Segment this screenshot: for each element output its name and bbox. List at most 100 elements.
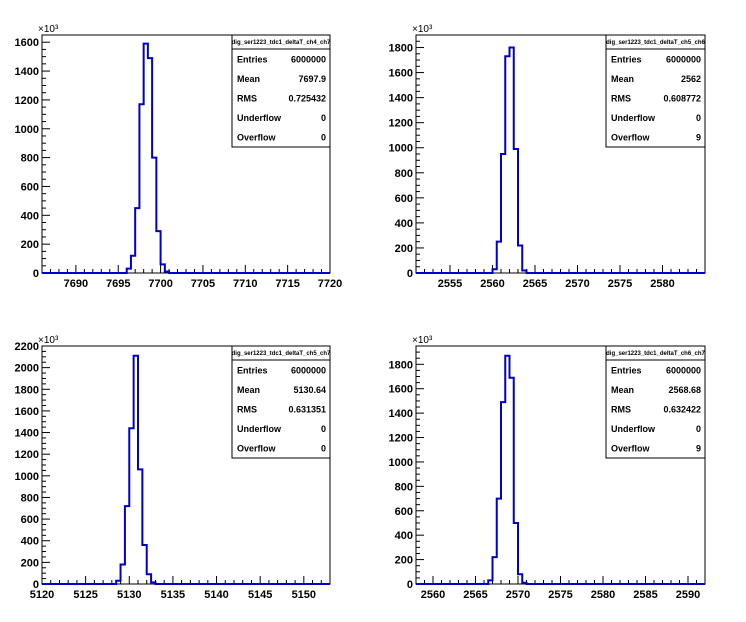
x-tick-label: 2575 <box>608 278 632 290</box>
histogram-bin <box>518 574 522 584</box>
y-tick-label: 600 <box>21 181 39 193</box>
stats-value-rms: 0.632422 <box>663 405 701 415</box>
y-tick-label: 200 <box>395 555 413 567</box>
stats-box-frame <box>605 345 706 459</box>
y-tick-label: 1600 <box>389 68 413 80</box>
histogram-bin <box>488 580 492 584</box>
y-exponent-label: ×10³ <box>38 24 59 35</box>
y-tick-label: 1600 <box>15 406 39 418</box>
stats-label-underflow: Underflow <box>611 113 656 123</box>
y-tick-label: 400 <box>395 218 413 230</box>
histogram-bin <box>147 574 151 584</box>
stats-value-overflow: 9 <box>696 444 701 454</box>
stats-box: dig_ser1223_tdc1_deltaT_ch4_ch7 Entries 60… <box>231 34 331 148</box>
y-tick-label: 1200 <box>389 118 413 130</box>
y-tick-label: 800 <box>21 153 39 165</box>
histogram-bin <box>139 104 143 273</box>
y-exponent-label: ×10³ <box>412 335 433 346</box>
histogram-bin <box>505 356 509 584</box>
stats-label-mean: Mean <box>611 385 634 395</box>
x-tick-label: 5145 <box>248 589 272 601</box>
histogram-bin <box>497 242 501 273</box>
y-tick-label: 0 <box>33 579 39 591</box>
x-tick-label: 2570 <box>565 278 589 290</box>
stats-box: dig_ser1223_tdc1_deltaT_ch5_ch7 Entries 60… <box>231 345 331 459</box>
histogram-series-line <box>416 46 705 274</box>
y-tick-label: 600 <box>395 506 413 518</box>
stats-label-entries: Entries <box>237 54 268 64</box>
histogram-bin <box>518 245 522 273</box>
histogram-bin <box>514 149 518 273</box>
x-tick-label: 7715 <box>275 278 299 290</box>
y-tick-label: 2200 <box>15 341 39 353</box>
stats-value-entries: 6000000 <box>666 54 701 64</box>
y-tick-label: 800 <box>395 481 413 493</box>
histogram-bin <box>131 256 135 273</box>
histogram-bin <box>142 545 146 584</box>
stats-label-rms: RMS <box>237 94 257 104</box>
stats-box: dig_ser1223_tdc1_deltaT_ch6_ch7 Entries 60… <box>605 345 706 459</box>
y-tick-label: 200 <box>21 557 39 569</box>
histogram-bin <box>493 557 497 584</box>
histogram-bin <box>152 158 156 273</box>
y-tick-label: 600 <box>395 193 413 205</box>
x-tick-label: 7720 <box>318 278 342 290</box>
stats-value-rms: 0.725432 <box>288 94 326 104</box>
histogram-bin <box>134 356 138 584</box>
stats-value-underflow: 0 <box>321 113 326 123</box>
histogram-bin <box>493 269 497 273</box>
x-tick-label: 7700 <box>148 278 172 290</box>
stats-value-entries: 6000000 <box>291 365 326 375</box>
stats-label-mean: Mean <box>237 385 260 395</box>
stats-label-overflow: Overflow <box>237 444 277 454</box>
histogram-bin <box>138 469 142 584</box>
y-exponent-label: ×10³ <box>38 335 59 346</box>
stats-value-rms: 0.631351 <box>288 405 326 415</box>
y-tick-label: 400 <box>395 530 413 542</box>
x-tick-label: 2565 <box>463 589 487 601</box>
histogram-bin <box>522 270 526 273</box>
stats-box-frame <box>231 345 331 459</box>
y-tick-label: 1400 <box>389 408 413 420</box>
x-tick-label: 2580 <box>650 278 674 290</box>
stats-label-entries: Entries <box>611 54 642 64</box>
y-tick-label: 800 <box>395 168 413 180</box>
histogram-bin <box>497 499 501 584</box>
x-tick-label: 5125 <box>73 589 97 601</box>
x-tick-label: 5150 <box>292 589 316 601</box>
y-tick-label: 1600 <box>15 37 39 49</box>
x-tick-label: 2555 <box>438 278 462 290</box>
histogram-series-line <box>42 42 330 274</box>
x-tick-label: 5120 <box>30 589 54 601</box>
stats-histogram-name: dig_ser1223_tdc1_deltaT_ch5_ch6 <box>606 40 705 46</box>
stats-histogram-name: dig_ser1223_tdc1_deltaT_ch5_ch7 <box>232 351 331 357</box>
y-tick-label: 1200 <box>15 95 39 107</box>
x-tick-label: 2585 <box>633 589 657 601</box>
stats-label-entries: Entries <box>237 365 268 375</box>
x-tick-label: 2590 <box>676 589 700 601</box>
histogram-bin <box>129 428 133 584</box>
x-tick-label: 2580 <box>591 589 615 601</box>
stats-label-mean: Mean <box>611 74 634 84</box>
histogram-bin <box>144 44 148 273</box>
stats-label-overflow: Overflow <box>611 133 651 143</box>
histogram-bin <box>125 506 129 584</box>
histogram-panel-4: 0 200 400 600 800 1000 1200 1400 1600 1800 2560 256… <box>389 335 706 601</box>
histogram-panel-2: 0 200 400 600 800 1000 1200 1400 1600 1800 2555 256… <box>389 24 706 290</box>
y-tick-label: 200 <box>395 243 413 255</box>
histogram-bin <box>135 208 139 273</box>
y-tick-label: 1000 <box>389 143 413 155</box>
y-tick-label: 1800 <box>389 43 413 55</box>
stats-label-entries: Entries <box>611 365 642 375</box>
histogram-bin <box>501 154 505 273</box>
x-tick-label: 5140 <box>204 589 228 601</box>
stats-value-mean: 2568.68 <box>668 385 701 395</box>
x-tick-label: 7695 <box>106 278 130 290</box>
x-tick-label: 5135 <box>161 589 185 601</box>
x-tick-label: 2560 <box>421 589 445 601</box>
y-tick-label: 1400 <box>389 93 413 105</box>
y-tick-label: 0 <box>407 268 413 280</box>
y-tick-label: 0 <box>407 579 413 591</box>
histogram-bin <box>165 272 169 273</box>
x-tick-label: 5130 <box>117 589 141 601</box>
